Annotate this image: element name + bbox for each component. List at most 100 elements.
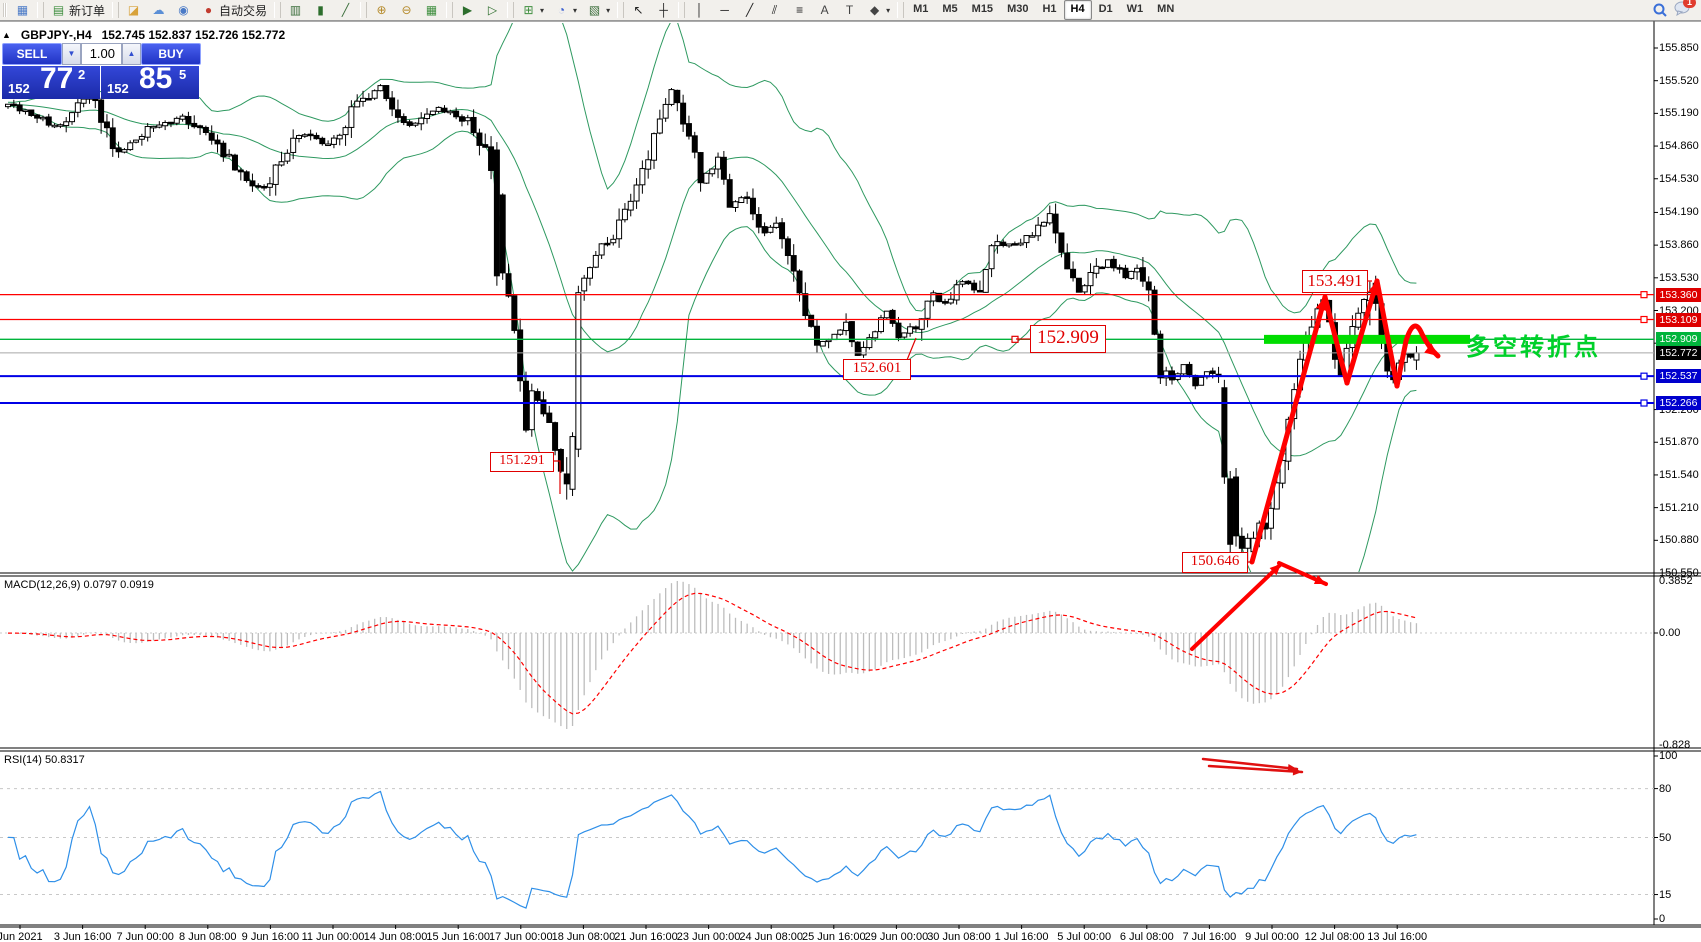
price-annotation-153.491[interactable]: 153.491 [1302,270,1368,293]
zigzag-arrow[interactable] [1322,294,1350,386]
chart-shift-button[interactable]: ▷ [480,0,505,21]
price-annotation-152.909[interactable]: 152.909 [1030,325,1106,353]
buy-price-panel[interactable]: 152 85 5 [101,62,199,99]
sell-price-panel[interactable]: 152 77 2 [2,62,100,99]
arrowhead [1367,281,1379,296]
rsi-label: RSI(14) 50.8317 [4,754,85,766]
volume-increase-button[interactable]: ▲ [122,43,141,65]
date-axis-label: Jun 2021 [0,931,43,942]
timeframe-m15-button[interactable]: M15 [971,3,994,15]
hline-handle[interactable] [1640,372,1648,380]
turning-point-annotation: 多空转折点 [1466,333,1601,361]
sell-button[interactable]: SELL [2,43,62,65]
search-icon[interactable] [1652,2,1668,18]
zoom-in-button[interactable]: ⊕ [369,0,394,21]
hline-handle[interactable] [1640,315,1648,324]
toolbar-right: 1 [1652,0,1701,19]
new-chart-icon: ⊞ [523,2,534,17]
template-button[interactable]: ▧ ▾ [582,0,615,21]
date-axis-label: 14 Jun 08:00 [363,931,428,942]
timeframe-mn-button[interactable]: MN [1157,3,1175,15]
arrowhead [1315,297,1327,312]
period-clock-icon: ◔ [557,2,566,17]
timeframe-h1-button[interactable]: H1 [1042,3,1057,15]
channel-button[interactable]: ⫽ [762,0,787,21]
arrowhead [1292,767,1302,776]
zigzag-arrow[interactable] [1374,278,1400,389]
timeframe-m5-button[interactable]: M5 [942,3,958,15]
period-clock-button[interactable]: ◔ ▾ [549,0,582,21]
chat-button[interactable]: 1 [1674,0,1696,19]
sell-price-main: 77 [40,62,74,95]
macd-scale-min: -0.828 [1659,739,1691,751]
horizontal-line-button[interactable]: ─ [712,0,737,21]
volume-input[interactable]: 1.00 [81,43,122,65]
toolbar-separator [274,2,282,18]
date-axis-label: 9 Jul 00:00 [1245,931,1299,942]
cursor-button[interactable]: ↖ [626,0,651,21]
price-annotation-152.601[interactable]: 152.601 [843,359,911,380]
new-chart-button[interactable]: ⊞ ▾ [516,0,549,21]
new-order-icon: ▤ [52,2,65,17]
crosshair-button[interactable]: ┼ [651,0,676,21]
volume-decrease-button[interactable]: ▼ [62,43,81,65]
toolbar-separator [37,2,44,18]
rsi-scale-0: 0 [1659,913,1666,925]
fibonacci-button[interactable]: ≡ [787,0,812,21]
eraser-button[interactable]: ◪ [121,0,146,21]
rsi-scale-15: 15 [1659,888,1672,901]
shapes-icon: ◆ [869,2,880,17]
timeframe-m30-button[interactable]: M30 [1007,3,1029,15]
profile-button[interactable]: ☁ [146,0,171,21]
date-axis-label: 17 Jun 00:00 [488,931,553,942]
date-axis-label: 25 Jun 16:00 [801,931,866,942]
vertical-line-icon: │ [695,2,704,17]
autotrade-button[interactable]: ● 自动交易 [196,0,272,21]
price-annotation-150.646[interactable]: 150.646 [1182,552,1248,573]
bar-chart-icon: ▥ [289,2,302,17]
auto-scroll-button[interactable]: ▶ [455,0,480,21]
vertical-line-button[interactable]: │ [687,0,712,21]
line-chart-button[interactable]: ╱ [333,0,358,21]
shapes-button[interactable]: ◆ ▾ [862,0,895,21]
label-button[interactable]: T [837,0,862,21]
text-button[interactable]: A [812,0,837,21]
date-axis-label: 30 Jun 08:00 [927,931,991,942]
date-axis-label: 11 Jun 00:00 [301,931,365,942]
notification-badge: 1 [1682,0,1696,8]
timeframe-d1-button[interactable]: D1 [1098,3,1113,15]
timeframe-w1-button[interactable]: W1 [1126,3,1144,15]
date-axis-label: 23 Jun 00:00 [676,931,741,942]
chart-window-button[interactable]: ▦ [10,0,35,21]
date-axis-label: 1 Jul 16:00 [994,931,1049,942]
zoom-out-icon: ⊖ [401,2,412,17]
zigzag-arrow[interactable] [1344,278,1380,386]
zoom-out-button[interactable]: ⊖ [394,0,419,21]
rsi-trend-arrow[interactable] [1207,764,1304,774]
date-axis-label: 7 Jun 00:00 [116,931,174,942]
autotrade-icon: ● [204,2,213,17]
timeframe-m1-button[interactable]: M1 [913,3,929,15]
price-axis-tick: 154.190 [1659,206,1699,219]
hline-handle[interactable] [1640,399,1648,407]
zigzag-arrow[interactable] [1249,294,1328,565]
trendline-button[interactable]: ╱ [737,0,762,21]
date-axis-label: 21 Jun 16:00 [614,931,678,942]
price-axis-tick: 155.520 [1659,74,1699,87]
alerts-button[interactable]: ◉ [171,0,196,21]
bar-chart-button[interactable]: ▥ [283,0,308,21]
new-order-button[interactable]: ▤ 新订单 [46,0,110,21]
date-axis-label: 9 Jun 16:00 [241,931,300,942]
arrowhead [1424,343,1438,356]
timeframe-h4-button[interactable]: H4 [1063,0,1092,20]
main-toolbar: ▦ ▤ 新订单 ◪ ☁ ◉ ● 自动交易 ▥ ▮ ╱ ⊕ ⊖ ▦ ▶ ▷ ⊞ ▾ ◔ ▾ ▧ ▾ ↖ ┼ │ ─ ╱ ⫽ ≡ A T ◆ ▾ M1… [0,0,1701,21]
rsi-trend-arrow[interactable] [1201,757,1299,771]
hline-handle[interactable] [1640,291,1648,299]
date-axis-label: 18 Jun 08:00 [551,931,616,942]
price-annotation-151.291[interactable]: 151.291 [490,452,554,472]
macd-trend-arrow[interactable] [1190,562,1283,651]
tile-windows-button[interactable]: ▦ [419,0,444,21]
buy-button[interactable]: BUY [141,43,201,65]
candlestick-button[interactable]: ▮ [308,0,333,21]
buy-price-main: 85 [139,62,173,95]
